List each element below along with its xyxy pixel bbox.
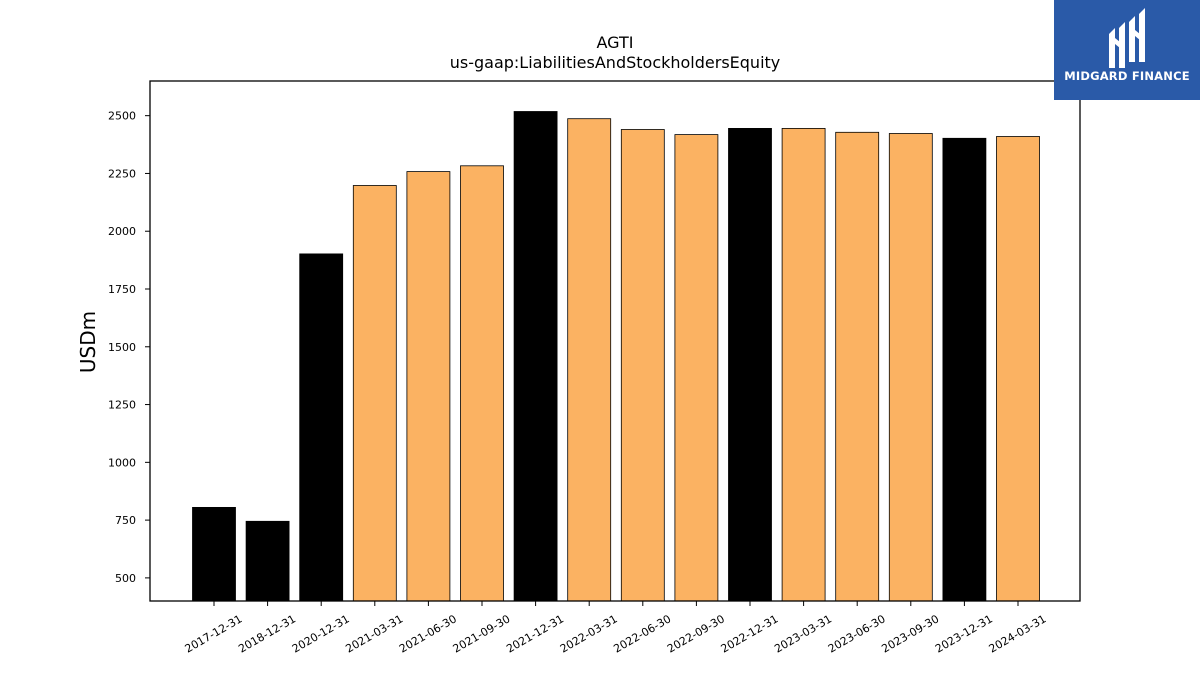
y-tick-label: 1500 — [108, 341, 136, 354]
bars-layer — [192, 111, 1040, 602]
y-axis-label: USDm — [76, 311, 100, 373]
bar-2022-03-31 — [567, 118, 612, 602]
x-tick-label: 2017-12-31 — [183, 612, 245, 655]
bar-2022-06-30 — [620, 129, 665, 602]
bar-2023-09-30 — [888, 133, 933, 602]
y-tick-label: 2500 — [108, 110, 136, 123]
x-tick-label: 2023-06-30 — [826, 612, 888, 655]
x-tick-label: 2023-12-31 — [933, 612, 995, 655]
y-tick-label: 1250 — [108, 399, 136, 412]
chart-subtitle: us-gaap:LiabilitiesAndStockholdersEquity — [450, 53, 781, 72]
bar-2022-09-30 — [674, 134, 719, 602]
y-tick-label: 750 — [115, 514, 136, 527]
x-tick-label: 2020-12-31 — [290, 612, 352, 655]
x-tick-label: 2018-12-31 — [236, 612, 298, 655]
bar-2021-12-31 — [513, 111, 558, 602]
midgard-monogram-icon — [1109, 8, 1145, 68]
y-tick-label: 2000 — [108, 225, 136, 238]
x-tick-label: 2021-03-31 — [343, 612, 405, 655]
y-tick-label: 500 — [115, 572, 136, 585]
x-tick-label: 2021-12-31 — [504, 612, 566, 655]
bar-2023-06-30 — [835, 131, 880, 602]
y-tick-label: 1750 — [108, 283, 136, 296]
chart-title: AGTI — [597, 33, 634, 52]
x-tick-label: 2024-03-31 — [987, 612, 1049, 655]
x-tick-label: 2022-09-30 — [665, 612, 727, 655]
bar-2021-09-30 — [460, 165, 504, 602]
x-tick-label: 2023-03-31 — [772, 612, 834, 655]
x-tick-label: 2023-09-30 — [879, 612, 941, 655]
bar-2017-12-31 — [192, 506, 236, 602]
brand-name: MIDGARD FINANCE — [1064, 69, 1190, 83]
x-tick-label: 2021-06-30 — [397, 612, 459, 655]
y-tick-label: 1000 — [108, 456, 136, 469]
bar-2023-03-31 — [781, 127, 826, 602]
plot-frame — [149, 80, 1081, 602]
x-tick-label: 2022-06-30 — [611, 612, 673, 655]
bar-2023-12-31 — [942, 137, 987, 602]
bar-2024-03-31 — [996, 136, 1040, 602]
bar-2018-12-31 — [245, 520, 290, 602]
y-axis-ticks: 500 750 1000 1250 1500 1750 2000 2250 2500 — [108, 110, 150, 585]
y-tick-label: 2250 — [108, 167, 136, 180]
x-tick-label: 2021-09-30 — [451, 612, 513, 655]
bar-2022-12-31 — [728, 127, 772, 602]
bar-2021-03-31 — [352, 185, 397, 602]
x-tick-label: 2022-03-31 — [558, 612, 620, 655]
x-tick-label: 2022-12-31 — [719, 612, 781, 655]
brand-logo: MIDGARD FINANCE — [1054, 0, 1200, 100]
bar-2020-12-31 — [299, 253, 344, 602]
x-axis-ticks: 2017-12-312018-12-312020-12-312021-03-31… — [183, 601, 1049, 656]
bar-2021-06-30 — [406, 171, 451, 602]
